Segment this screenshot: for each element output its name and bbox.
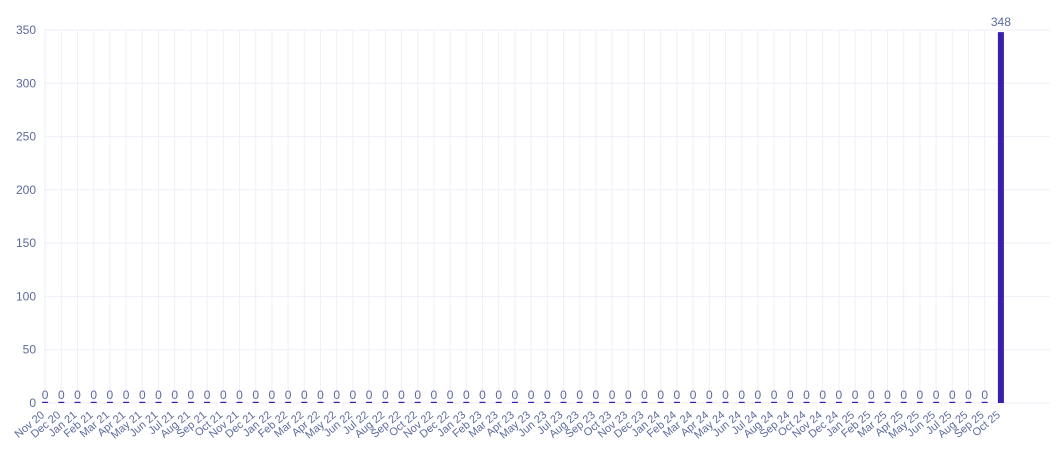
- svg-text:0: 0: [965, 388, 972, 402]
- svg-text:0: 0: [949, 388, 956, 402]
- svg-text:0: 0: [690, 388, 697, 402]
- svg-text:200: 200: [16, 183, 36, 197]
- svg-text:0: 0: [74, 388, 81, 402]
- svg-text:0: 0: [139, 388, 146, 402]
- svg-text:0: 0: [382, 388, 389, 402]
- svg-text:0: 0: [366, 388, 373, 402]
- svg-text:250: 250: [16, 130, 36, 144]
- svg-text:50: 50: [23, 343, 37, 357]
- svg-text:0: 0: [868, 388, 875, 402]
- svg-text:0: 0: [414, 388, 421, 402]
- svg-text:0: 0: [495, 388, 502, 402]
- svg-text:0: 0: [512, 388, 519, 402]
- svg-text:348: 348: [991, 15, 1011, 29]
- svg-text:0: 0: [90, 388, 97, 402]
- svg-text:0: 0: [609, 388, 616, 402]
- svg-text:0: 0: [58, 388, 65, 402]
- svg-text:0: 0: [771, 388, 778, 402]
- svg-text:100: 100: [16, 289, 36, 303]
- svg-text:0: 0: [819, 388, 826, 402]
- svg-text:0: 0: [107, 388, 114, 402]
- svg-text:0: 0: [755, 388, 762, 402]
- svg-text:0: 0: [252, 388, 259, 402]
- svg-text:0: 0: [431, 388, 438, 402]
- svg-text:0: 0: [657, 388, 664, 402]
- svg-text:0: 0: [787, 388, 794, 402]
- svg-text:0: 0: [317, 388, 324, 402]
- svg-text:300: 300: [16, 76, 36, 90]
- svg-text:0: 0: [933, 388, 940, 402]
- svg-text:0: 0: [593, 388, 600, 402]
- svg-text:0: 0: [803, 388, 810, 402]
- svg-text:0: 0: [479, 388, 486, 402]
- svg-text:0: 0: [576, 388, 583, 402]
- svg-text:0: 0: [981, 388, 988, 402]
- svg-text:0: 0: [188, 388, 195, 402]
- svg-text:0: 0: [852, 388, 859, 402]
- svg-text:0: 0: [560, 388, 567, 402]
- svg-text:0: 0: [900, 388, 907, 402]
- svg-text:0: 0: [123, 388, 130, 402]
- svg-text:0: 0: [398, 388, 405, 402]
- svg-text:0: 0: [171, 388, 178, 402]
- svg-text:0: 0: [836, 388, 843, 402]
- svg-text:0: 0: [625, 388, 632, 402]
- svg-text:0: 0: [884, 388, 891, 402]
- svg-text:0: 0: [29, 396, 36, 410]
- svg-text:0: 0: [641, 388, 648, 402]
- svg-text:0: 0: [42, 388, 49, 402]
- svg-text:0: 0: [285, 388, 292, 402]
- svg-text:0: 0: [333, 388, 340, 402]
- svg-text:0: 0: [220, 388, 227, 402]
- svg-text:0: 0: [528, 388, 535, 402]
- svg-text:150: 150: [16, 236, 36, 250]
- svg-text:0: 0: [463, 388, 470, 402]
- svg-text:0: 0: [917, 388, 924, 402]
- svg-text:0: 0: [155, 388, 162, 402]
- svg-text:0: 0: [447, 388, 454, 402]
- svg-text:0: 0: [738, 388, 745, 402]
- svg-text:0: 0: [236, 388, 243, 402]
- svg-text:0: 0: [674, 388, 681, 402]
- svg-text:0: 0: [269, 388, 276, 402]
- svg-text:0: 0: [204, 388, 211, 402]
- svg-text:0: 0: [722, 388, 729, 402]
- svg-text:0: 0: [301, 388, 308, 402]
- svg-text:350: 350: [16, 23, 36, 37]
- svg-text:0: 0: [544, 388, 551, 402]
- svg-text:0: 0: [706, 388, 713, 402]
- svg-text:0: 0: [350, 388, 357, 402]
